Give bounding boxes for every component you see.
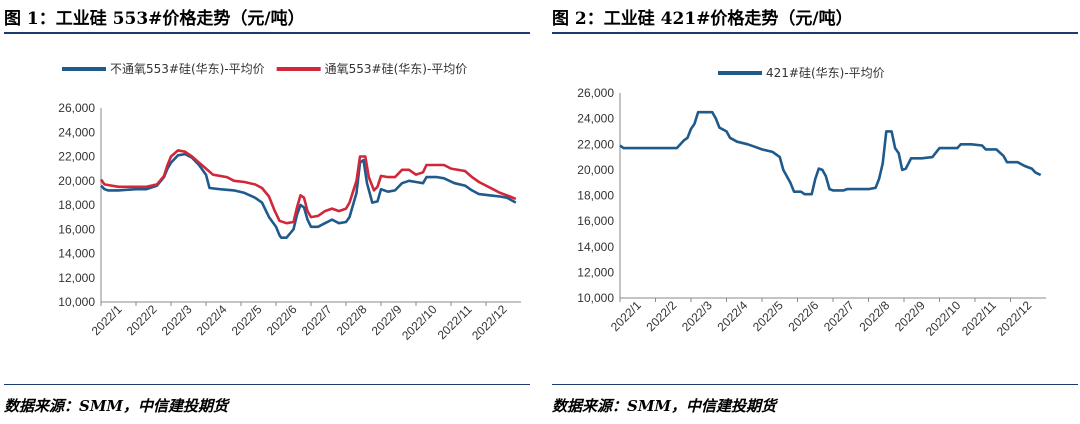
chart-553-price: 10,000 12,000 14,000 16,000 18,000 20,000 22,0… — [58, 62, 521, 343]
legend-label: 不通氧553#硅(华东)-平均价 — [110, 62, 265, 76]
y-tick-label: 14,000 — [577, 240, 614, 254]
series-line-1 — [99, 149, 517, 225]
figure-1-top-rule — [4, 32, 530, 34]
x-tick-label: 2022/10 — [923, 298, 964, 339]
series-line-0 — [100, 152, 517, 239]
figure-1-bottom-rule — [4, 384, 530, 385]
x-tick-label: 2022/11 — [959, 298, 999, 338]
x-tick-label: 2022/8 — [857, 298, 893, 334]
x-tick-label: 2022/7 — [821, 298, 857, 334]
y-tick-label: 10,000 — [58, 295, 95, 309]
y-tick-label: 22,000 — [577, 137, 614, 151]
x-tick-label: 2022/12 — [994, 298, 1035, 339]
y-tick-label: 22,000 — [58, 150, 95, 164]
figure-1-title: 图 1：工业硅 553#价格走势（元/吨） — [4, 9, 305, 29]
figure-2-top-rule — [552, 32, 1078, 34]
figure-1-source: 数据来源：SMM，中信建投期货 — [4, 397, 229, 415]
figure-2-title: 图 2：工业硅 421#价格走势（元/吨） — [552, 9, 853, 29]
figure-2-source: 数据来源：SMM，中信建投期货 — [552, 397, 777, 415]
legend-label: 通氧553#硅(华东)-平均价 — [325, 62, 468, 76]
y-tick-label: 16,000 — [577, 214, 614, 228]
y-tick-label: 12,000 — [58, 271, 95, 285]
y-tick-label: 14,000 — [58, 247, 95, 261]
y-tick-label: 12,000 — [577, 265, 614, 279]
y-tick-label: 26,000 — [58, 101, 95, 115]
y-tick-label: 20,000 — [577, 163, 614, 177]
y-tick-label: 26,000 — [577, 86, 614, 100]
y-tick-label: 10,000 — [577, 291, 614, 305]
x-tick-label: 2022/2 — [644, 298, 680, 334]
figure-2-bottom-rule — [552, 384, 1078, 385]
y-tick-label: 16,000 — [58, 222, 95, 236]
legend-label: 421#硅(华东)-平均价 — [766, 66, 885, 80]
y-tick-label: 18,000 — [577, 189, 614, 203]
series-line-0 — [619, 110, 1042, 196]
y-tick-label: 24,000 — [577, 112, 614, 126]
x-tick-label: 2022/3 — [679, 298, 715, 334]
y-tick-label: 24,000 — [58, 125, 95, 139]
y-tick-label: 18,000 — [58, 198, 95, 212]
x-tick-label: 2022/4 — [715, 298, 751, 334]
y-tick-label: 20,000 — [58, 174, 95, 188]
chart-421-price: 10,000 12,000 14,000 16,000 18,000 20,000 22,0… — [577, 66, 1046, 339]
x-tick-label: 2022/6 — [786, 298, 822, 334]
x-tick-label: 2022/5 — [750, 298, 786, 334]
